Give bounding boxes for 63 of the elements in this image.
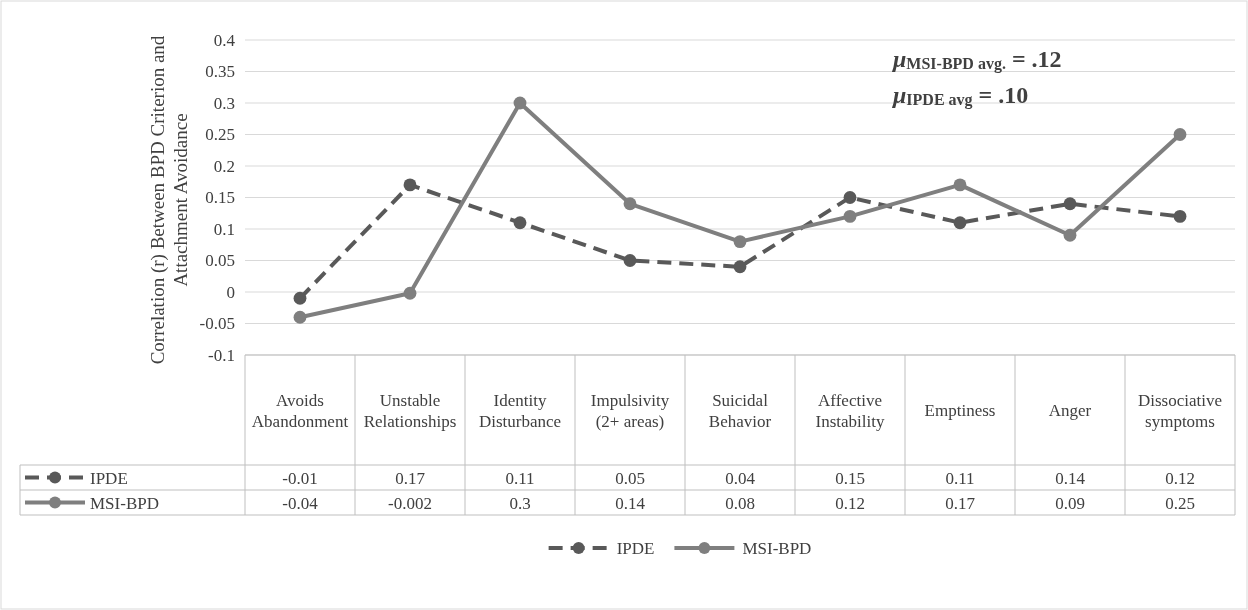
annotation: μ$_{IPDE avg}$ = .10 bbox=[891, 82, 1029, 109]
point bbox=[733, 235, 747, 249]
legend-label: MSI-BPD bbox=[742, 539, 812, 558]
y-tick-label: 0.35 bbox=[205, 62, 235, 82]
point bbox=[733, 260, 747, 274]
data-label: 0.04 bbox=[725, 468, 756, 488]
x-tick-label: Impulsivity (2+ areas) bbox=[590, 390, 670, 431]
x-tick-label: Suicidal Behavior bbox=[708, 390, 772, 431]
point bbox=[1063, 197, 1077, 211]
data-label: 0.15 bbox=[835, 468, 865, 488]
point bbox=[513, 96, 527, 110]
y-tick-label: 0 bbox=[226, 282, 235, 302]
data-label: 0.25 bbox=[1165, 493, 1195, 513]
y-axis-title: Correlation (r) Between BPD Criterion and Attachment Avoidance bbox=[146, 35, 191, 365]
x-tick-label: Unstable Relationships bbox=[363, 390, 457, 431]
point bbox=[293, 291, 307, 305]
data-label: -0.04 bbox=[282, 493, 319, 513]
data-label: 0.17 bbox=[395, 468, 426, 488]
point bbox=[843, 191, 857, 204]
annotation: μ$_{MSI-BPD avg.}$ = .12 bbox=[891, 46, 1062, 73]
data-label: 0.12 bbox=[1165, 468, 1195, 488]
y-tick-label: 0.25 bbox=[205, 125, 235, 145]
legend-label: IPDE bbox=[90, 468, 128, 488]
data-label: 0.08 bbox=[725, 493, 755, 513]
data-label: 0.12 bbox=[835, 493, 865, 513]
point bbox=[513, 216, 527, 230]
x-tick-label: Dissociative symptoms bbox=[1137, 390, 1223, 431]
y-tick-label: 0.4 bbox=[213, 30, 236, 50]
data-label: 0.11 bbox=[505, 468, 535, 488]
data-label: -0.002 bbox=[388, 493, 432, 513]
point bbox=[623, 197, 637, 211]
point bbox=[403, 286, 417, 300]
point bbox=[1063, 228, 1077, 242]
point bbox=[293, 310, 307, 324]
point bbox=[623, 254, 637, 267]
point bbox=[953, 178, 967, 192]
point bbox=[1173, 128, 1187, 141]
data-label: 0.14 bbox=[1055, 468, 1086, 488]
x-tick-label: Affective Instability bbox=[815, 390, 885, 431]
y-tick-label: 0.1 bbox=[213, 219, 235, 239]
data-label: 0.05 bbox=[615, 468, 645, 488]
x-tick-label: Avoids Abandonment bbox=[251, 390, 349, 431]
y-tick-label: 0.3 bbox=[213, 93, 235, 113]
x-tick-label: Emptiness bbox=[924, 401, 996, 420]
point bbox=[843, 209, 857, 223]
y-tick-label: -0.05 bbox=[199, 314, 235, 334]
data-label: 0.11 bbox=[945, 468, 975, 488]
text: MSI-BPD bbox=[90, 493, 159, 513]
x-tick-label: Identity Disturbance bbox=[478, 390, 562, 431]
y-tick-label: 0.05 bbox=[205, 251, 235, 271]
data-label: 0.3 bbox=[509, 493, 531, 513]
text: IPDE bbox=[616, 539, 655, 558]
data-label: 0.17 bbox=[945, 493, 976, 513]
point bbox=[953, 216, 967, 230]
x-tick-label: Anger bbox=[1048, 401, 1092, 420]
data-label: 0.14 bbox=[615, 493, 646, 513]
point bbox=[1173, 209, 1187, 223]
y-tick-label: 0.2 bbox=[213, 156, 235, 176]
point bbox=[403, 178, 417, 192]
data-label: 0.09 bbox=[1055, 493, 1085, 513]
y-tick-label: -0.1 bbox=[208, 345, 235, 365]
y-tick-label: 0.15 bbox=[205, 188, 235, 208]
data-label: -0.01 bbox=[282, 468, 318, 488]
